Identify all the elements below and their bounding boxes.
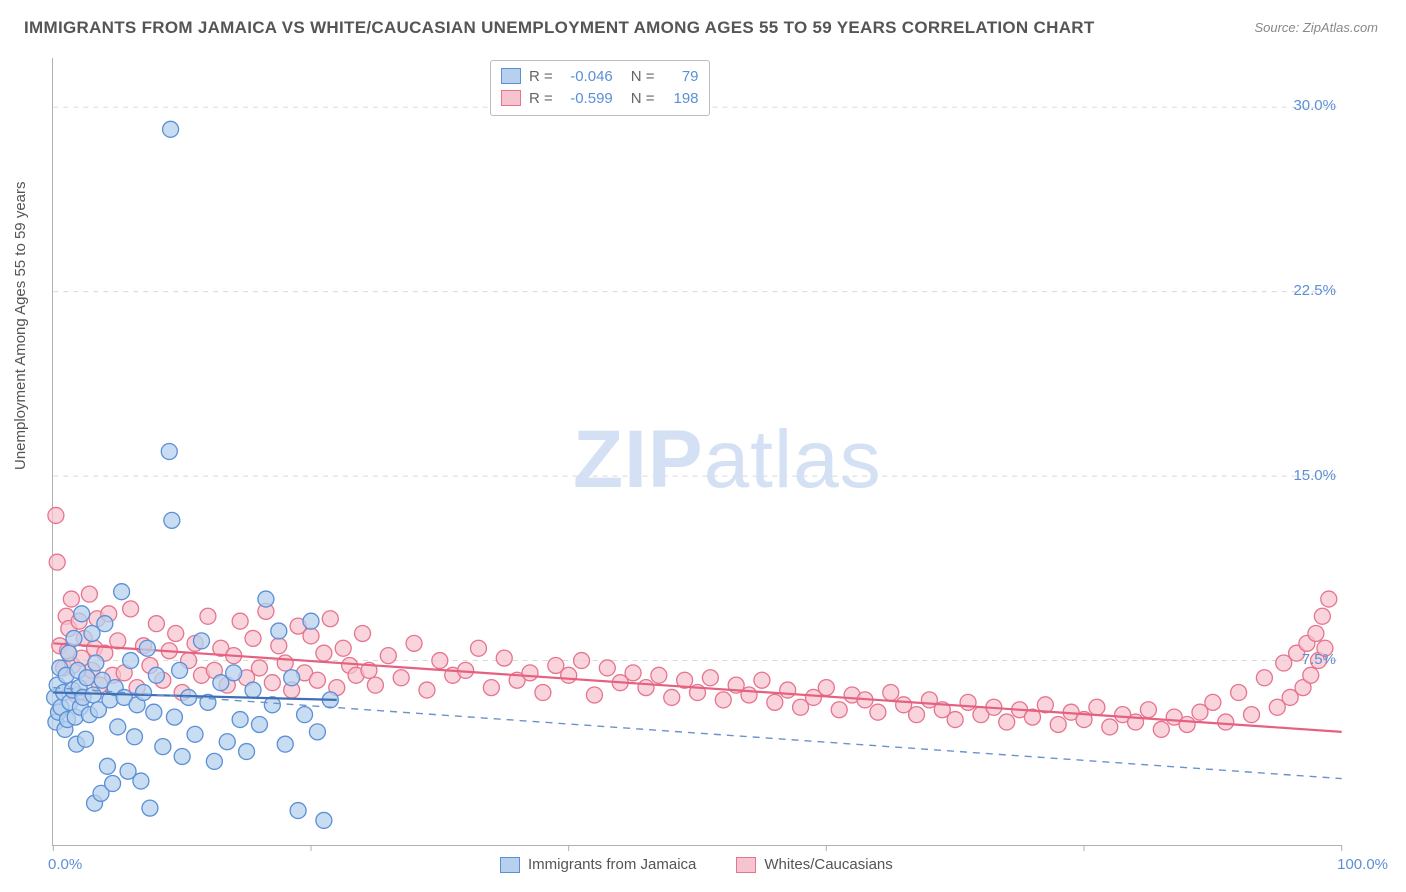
source-attribution: Source: ZipAtlas.com	[1254, 20, 1378, 35]
swatch-pink	[736, 857, 756, 873]
y-tick-label: 30.0%	[1293, 97, 1336, 114]
x-axis-min-label: 0.0%	[48, 856, 82, 873]
n-value-pink: 198	[663, 90, 699, 107]
r-value-pink: -0.599	[561, 90, 613, 107]
stats-row-blue: R = -0.046 N = 79	[501, 65, 699, 87]
stats-row-pink: R = -0.599 N = 198	[501, 87, 699, 109]
legend-label-blue: Immigrants from Jamaica	[528, 856, 696, 873]
y-tick-label: 15.0%	[1293, 467, 1336, 484]
n-label: N =	[631, 68, 655, 85]
y-tick-label: 7.5%	[1302, 651, 1336, 668]
y-tick-label: 22.5%	[1293, 282, 1336, 299]
x-axis-max-label: 100.0%	[1337, 856, 1388, 873]
legend-item-pink: Whites/Caucasians	[736, 856, 892, 873]
y-axis-label: Unemployment Among Ages 55 to 59 years	[12, 181, 29, 470]
n-label: N =	[631, 90, 655, 107]
r-label: R =	[529, 90, 553, 107]
n-value-blue: 79	[663, 68, 699, 85]
r-label: R =	[529, 68, 553, 85]
r-value-blue: -0.046	[561, 68, 613, 85]
swatch-blue	[501, 68, 521, 84]
chart-title: IMMIGRANTS FROM JAMAICA VS WHITE/CAUCASI…	[24, 18, 1095, 38]
swatch-blue	[500, 857, 520, 873]
chart-svg	[53, 58, 1342, 845]
legend-item-blue: Immigrants from Jamaica	[500, 856, 696, 873]
legend-label-pink: Whites/Caucasians	[764, 856, 892, 873]
correlation-stats-box: R = -0.046 N = 79 R = -0.599 N = 198	[490, 60, 710, 116]
legend: Immigrants from Jamaica Whites/Caucasian…	[500, 856, 893, 873]
swatch-pink	[501, 90, 521, 106]
plot-area: ZIPatlas 7.5%15.0%22.5%30.0%	[52, 58, 1342, 846]
